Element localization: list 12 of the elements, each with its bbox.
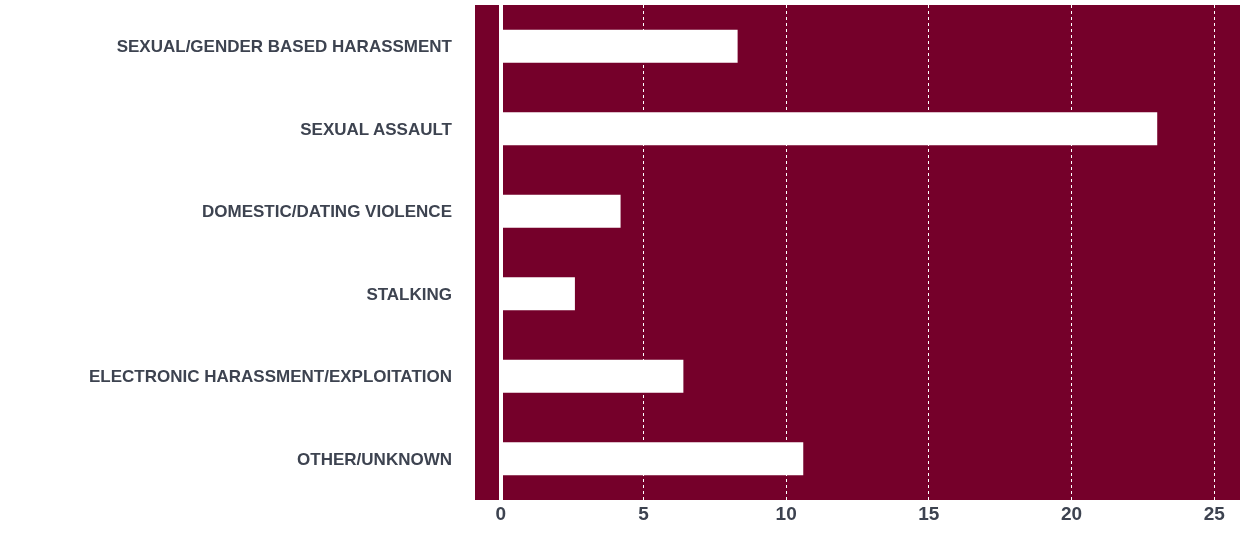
- y-tick-label: DOMESTIC/DATING VIOLENCE: [202, 202, 452, 222]
- y-tick-label: STALKING: [366, 284, 452, 304]
- x-tick-label: 15: [918, 503, 940, 524]
- y-tick-label: ELECTRONIC HARASSMENT/EXPLOITATION: [89, 367, 452, 387]
- x-tick-label: 25: [1203, 503, 1226, 524]
- x-tick-label: 5: [638, 503, 650, 524]
- y-tick-label: SEXUAL/GENDER BASED HARASSMENT: [116, 37, 453, 57]
- x-tick-label: 0: [495, 503, 506, 524]
- y-tick-label: SEXUAL ASSAULT: [300, 119, 453, 139]
- x-tick-label: 10: [775, 503, 797, 524]
- x-tick-label: 20: [1061, 503, 1083, 524]
- y-tick-label: OTHER/UNKNOWN: [297, 449, 452, 469]
